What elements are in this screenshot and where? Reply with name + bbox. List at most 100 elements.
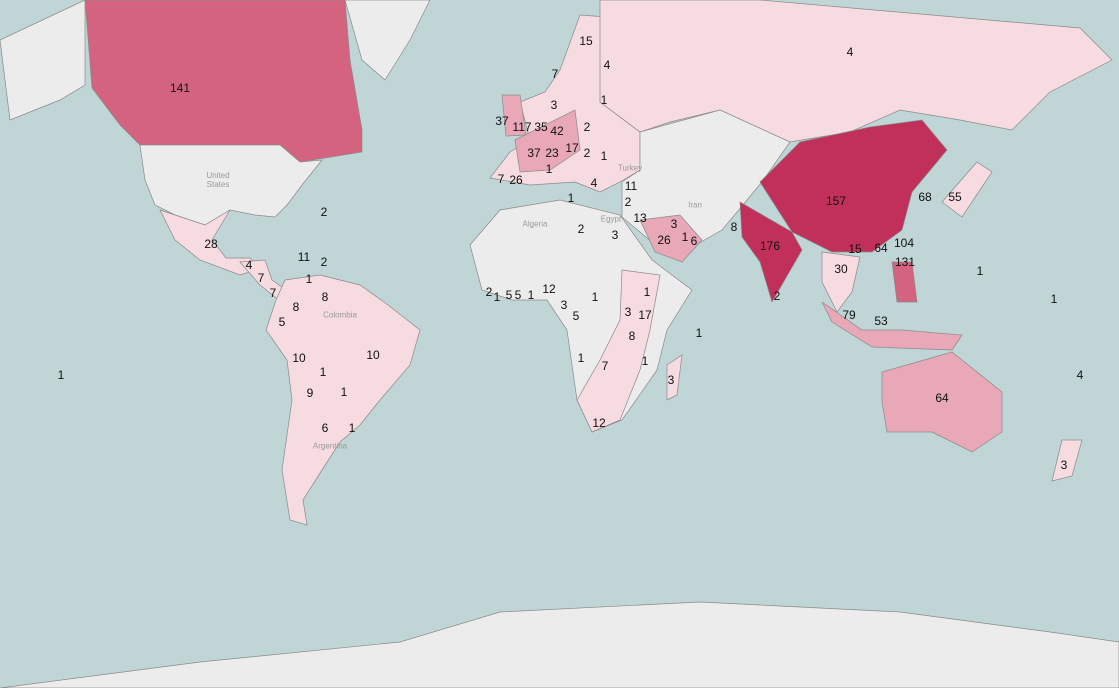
value-label-latvia: 1 (600, 93, 608, 107)
value-label-poland: 2 (583, 120, 591, 134)
value-label-united-kingdom: 117 (512, 120, 532, 134)
value-label-south-korea: 68 (918, 190, 932, 204)
region-africa-east[interactable] (576, 269, 661, 433)
basemap-label: Turkey (617, 163, 643, 173)
value-label-tanzania: 8 (628, 329, 636, 343)
region-china[interactable] (759, 119, 948, 253)
region-philippines[interactable] (891, 261, 918, 303)
value-label-libya: 2 (577, 222, 585, 236)
basemap-label: Argentina (312, 441, 348, 451)
region-russia[interactable] (599, 0, 1113, 143)
value-label-kenya: 17 (638, 308, 652, 322)
value-label-china: 157 (825, 194, 847, 208)
value-label-panama: 7 (269, 286, 277, 300)
basemap-label: Algeria (522, 219, 548, 229)
value-label-hong-kong: 64 (874, 241, 888, 255)
value-label-seychelles: 1 (695, 326, 703, 340)
value-label-puerto-rico: 2 (320, 255, 328, 269)
value-label-nigeria: 12 (542, 282, 556, 296)
value-label-kuwait: 3 (670, 217, 678, 231)
value-label-philippines: 131 (894, 255, 916, 269)
value-label-uganda: 3 (624, 305, 632, 319)
value-label-liberia: 1 (493, 290, 501, 304)
region-japan[interactable] (941, 161, 993, 218)
value-label-sierra-leone: 2 (485, 285, 493, 299)
region-south-america[interactable] (265, 274, 421, 526)
value-label-canada: 141 (169, 81, 191, 95)
value-label-ghana: 5 (514, 288, 522, 302)
value-label-sri-lanka: 2 (773, 289, 781, 303)
value-label-austria: 17 (565, 141, 579, 155)
region-mexico[interactable] (159, 209, 263, 276)
value-label-new-zealand: 3 (1060, 458, 1068, 472)
basemap-label: United States (206, 171, 230, 189)
value-label-guatemala: 4 (245, 258, 253, 272)
value-label-ireland: 37 (495, 114, 509, 128)
value-label-chile: 9 (306, 386, 314, 400)
value-label-angola: 1 (577, 351, 585, 365)
value-label-malaysia: 79 (842, 308, 856, 322)
region-france-germany[interactable] (514, 109, 581, 173)
value-label-romania: 1 (600, 149, 608, 163)
value-label-india: 176 (759, 239, 781, 253)
value-label-peru: 10 (292, 351, 306, 365)
region-australia[interactable] (881, 351, 1003, 453)
value-label-mexico: 28 (204, 237, 218, 251)
value-label-paraguay: 1 (340, 385, 348, 399)
value-label-greece: 4 (590, 176, 598, 190)
region-canada[interactable] (84, 0, 363, 163)
value-label-venezuela: 8 (321, 290, 329, 304)
value-label-gabon: 5 (572, 309, 580, 323)
region-alaska[interactable] (0, 0, 86, 121)
value-label-thailand: 30 (834, 262, 848, 276)
value-label-cameroon: 3 (560, 298, 568, 312)
value-label-uruguay: 1 (348, 421, 356, 435)
value-label-central-african-rep-: 1 (591, 290, 599, 304)
value-label-egypt: 3 (611, 228, 619, 242)
value-label-uae: 6 (690, 234, 698, 248)
value-label-indonesia: 53 (874, 314, 888, 328)
value-label-spain: 26 (509, 173, 523, 187)
basemap-label: Iran (688, 200, 702, 210)
value-label-guam: 1 (976, 264, 984, 278)
region-indonesia[interactable] (821, 301, 963, 351)
basemap-label: Egypt (600, 214, 622, 224)
value-label-sweden: 15 (579, 34, 593, 48)
value-label-marshall-islands: 1 (1050, 292, 1058, 306)
value-label-dominican-republic: 11 (297, 250, 311, 264)
region-greenland[interactable] (344, 0, 431, 81)
value-label-germany: 42 (550, 124, 564, 138)
value-label-fiji: 4 (1076, 368, 1084, 382)
basemap-label: Colombia (323, 310, 357, 320)
value-label-argentina: 6 (321, 421, 329, 435)
region-new-zealand[interactable] (1051, 439, 1083, 482)
value-label-russia: 4 (846, 45, 854, 59)
value-label-ethiopia: 1 (643, 285, 651, 299)
value-label-cyprus: 2 (624, 195, 632, 209)
region-madagascar[interactable] (666, 354, 683, 401)
value-label-malta: 1 (567, 191, 575, 205)
value-label-brazil: 10 (366, 348, 380, 362)
value-label-zambia: 7 (601, 359, 609, 373)
value-label-south-africa: 12 (592, 416, 606, 430)
value-label-taiwan: 104 (893, 236, 915, 250)
region-southeast-asia[interactable] (821, 251, 861, 313)
value-label-bolivia: 1 (319, 365, 327, 379)
value-label-japan: 55 (948, 190, 962, 204)
value-label-turkey: 11 (624, 179, 638, 193)
value-label-ecuador: 5 (278, 315, 286, 329)
value-label-norway: 7 (551, 67, 559, 81)
value-label-togo: 1 (527, 288, 535, 302)
region-india[interactable] (739, 201, 803, 303)
value-label-cote-d-ivoire: 5 (505, 288, 513, 302)
region-united-states[interactable] (139, 144, 323, 226)
value-label-saudi-arabia: 26 (657, 233, 671, 247)
value-label-finland: 4 (603, 58, 611, 72)
value-label-denmark: 3 (550, 98, 558, 112)
value-label-israel: 13 (633, 211, 647, 225)
value-label-mozambique: 1 (641, 354, 649, 368)
value-label-hungary: 2 (583, 146, 591, 160)
value-label-netherlands: 35 (534, 120, 548, 134)
region-saudi-arabia[interactable] (639, 214, 703, 263)
